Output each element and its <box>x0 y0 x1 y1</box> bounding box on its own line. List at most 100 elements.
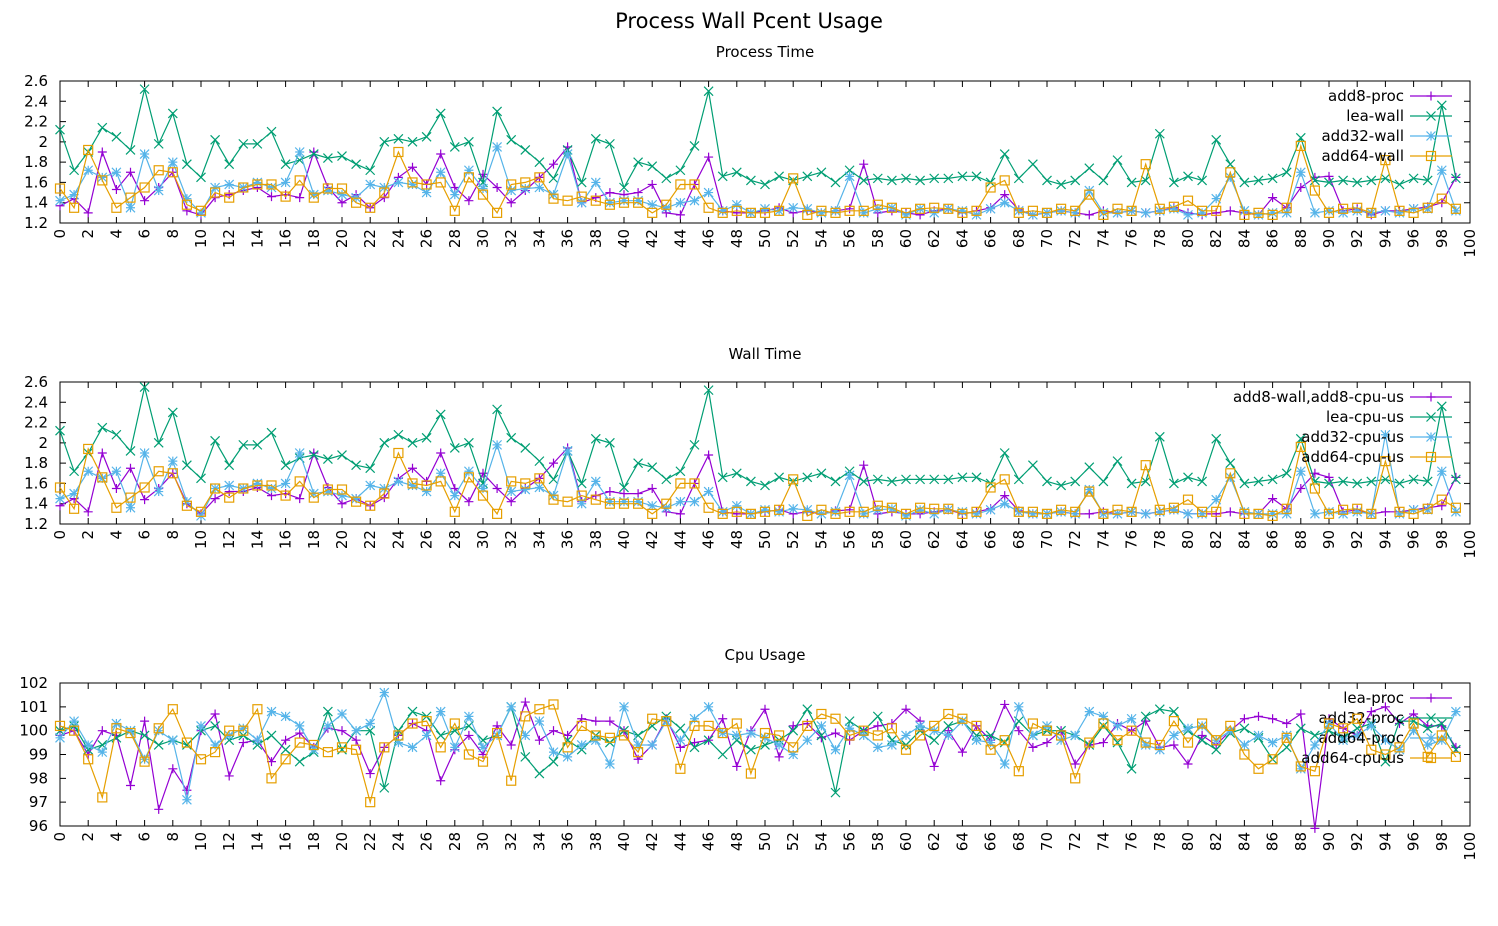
x-tick-label: 16 <box>277 530 295 549</box>
data-point <box>1042 738 1052 748</box>
data-point <box>886 175 897 186</box>
data-point <box>1000 491 1010 501</box>
data-point <box>886 723 898 734</box>
data-point <box>1366 707 1376 717</box>
data-point <box>1211 744 1222 755</box>
data-point <box>957 508 968 519</box>
x-tick-label: 52 <box>784 530 802 549</box>
data-point <box>1422 504 1433 515</box>
data-point <box>590 133 601 144</box>
data-point <box>816 207 827 218</box>
data-point <box>915 504 926 515</box>
data-point <box>167 167 178 178</box>
data-point <box>1027 718 1039 729</box>
data-point <box>167 468 178 479</box>
data-point <box>1084 484 1095 495</box>
data-point <box>464 196 474 206</box>
data-point <box>69 165 80 176</box>
data-point <box>1309 185 1321 196</box>
data-point <box>337 499 347 509</box>
data-point <box>351 493 362 504</box>
data-point <box>252 740 263 750</box>
data-point <box>858 506 869 517</box>
data-point <box>1310 823 1320 833</box>
data-point <box>661 173 672 184</box>
panel-wall-time: Wall Time 1.21.41.61.822.22.42.60 2 4 6 8 10 1… <box>24 345 1479 559</box>
data-point <box>407 706 418 717</box>
data-point <box>1211 494 1222 505</box>
data-point <box>1281 468 1292 479</box>
x-tick-label: 80 <box>1179 530 1197 549</box>
data-point <box>802 504 813 515</box>
data-point <box>252 179 263 190</box>
data-point <box>1168 201 1180 212</box>
data-point <box>844 171 855 182</box>
data-point <box>1211 433 1222 444</box>
data-point <box>718 714 728 724</box>
data-point <box>1183 171 1193 182</box>
y-tick-label: 1.4 <box>24 495 48 513</box>
data-point <box>1239 740 1250 750</box>
x-tick-label: 14 <box>248 530 266 549</box>
x-tick-label: 20 <box>333 832 351 851</box>
data-point <box>421 187 432 198</box>
x-tick-label: 44 <box>671 832 689 851</box>
data-point <box>181 740 192 750</box>
data-point <box>139 84 150 95</box>
data-point <box>872 730 883 741</box>
data-point <box>308 739 319 751</box>
x-tick-label: 32 <box>502 530 520 549</box>
x-tick-label: 86 <box>1264 229 1282 248</box>
data-point <box>1140 508 1151 519</box>
legend-label: lea-wall <box>1346 107 1404 125</box>
data-point <box>773 504 785 515</box>
data-point <box>1168 502 1180 513</box>
data-point <box>139 448 150 458</box>
data-point <box>1268 193 1278 203</box>
data-point <box>1267 173 1278 184</box>
panel-title: Cpu Usage <box>724 646 805 664</box>
legend-label: add8-wall,add8-cpu-us <box>1233 388 1404 406</box>
data-point <box>337 151 347 161</box>
data-point <box>633 157 644 168</box>
data-point <box>125 492 136 503</box>
data-point <box>675 496 686 507</box>
x-tick-label: 78 <box>1151 832 1169 851</box>
data-point <box>1281 202 1292 213</box>
data-point <box>126 463 135 473</box>
data-point <box>520 478 531 489</box>
data-point <box>647 484 657 493</box>
data-point <box>435 742 446 753</box>
x-tick-label: 46 <box>700 832 718 851</box>
x-tick-label: 60 <box>897 832 915 851</box>
data-point <box>55 124 65 135</box>
data-point <box>238 725 249 736</box>
data-point <box>605 188 615 198</box>
data-point <box>1154 739 1165 751</box>
x-tick-label: 34 <box>530 229 548 248</box>
data-point <box>858 205 869 216</box>
data-point <box>379 782 390 793</box>
data-point <box>1056 506 1067 517</box>
data-point <box>1295 466 1306 477</box>
data-point <box>1409 709 1419 719</box>
data-point <box>1098 738 1108 748</box>
data-point <box>788 173 799 184</box>
data-point <box>139 182 150 193</box>
data-point <box>604 437 615 448</box>
data-point <box>1337 203 1349 214</box>
legend-label: add64-cpu-us <box>1301 448 1404 466</box>
data-point <box>167 407 178 418</box>
data-point <box>1013 766 1024 777</box>
data-point <box>435 167 446 178</box>
data-point <box>858 476 869 487</box>
data-point <box>760 179 770 190</box>
data-point <box>1084 210 1094 220</box>
data-point <box>308 492 319 503</box>
data-point <box>224 725 235 736</box>
data-point <box>872 500 883 511</box>
data-point <box>661 474 672 485</box>
x-tick-label: 16 <box>277 229 295 248</box>
data-point <box>408 463 417 473</box>
data-point <box>1450 706 1461 717</box>
